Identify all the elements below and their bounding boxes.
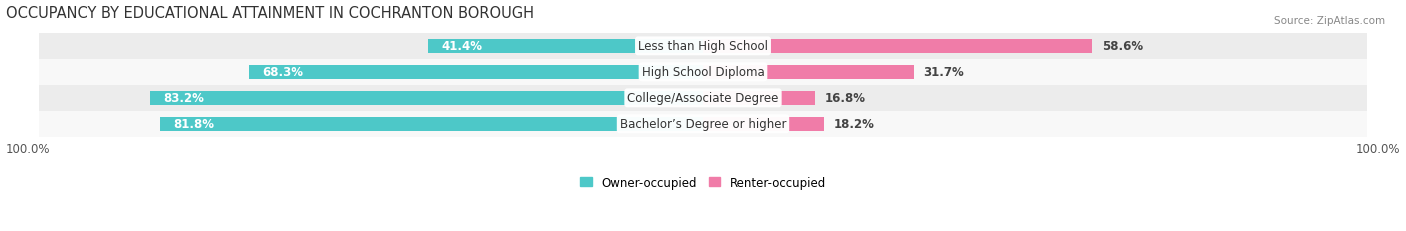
Text: 18.2%: 18.2% [834, 118, 875, 131]
Text: OCCUPANCY BY EDUCATIONAL ATTAINMENT IN COCHRANTON BOROUGH: OCCUPANCY BY EDUCATIONAL ATTAINMENT IN C… [6, 6, 533, 21]
Bar [703, 40, 1092, 53]
Text: High School Diploma: High School Diploma [641, 66, 765, 79]
Text: 68.3%: 68.3% [263, 66, 304, 79]
Legend: Owner-occupied, Renter-occupied: Owner-occupied, Renter-occupied [575, 171, 831, 194]
Text: Bachelor’s Degree or higher: Bachelor’s Degree or higher [620, 118, 786, 131]
Bar [160, 118, 703, 131]
Bar [703, 92, 814, 105]
Text: 100.0%: 100.0% [1355, 142, 1400, 155]
Bar [39, 85, 1367, 111]
Text: Source: ZipAtlas.com: Source: ZipAtlas.com [1274, 16, 1385, 26]
Text: 83.2%: 83.2% [163, 92, 204, 105]
Text: 100.0%: 100.0% [6, 142, 51, 155]
Text: College/Associate Degree: College/Associate Degree [627, 92, 779, 105]
Bar [39, 34, 1367, 60]
Bar [249, 66, 703, 79]
Bar [703, 118, 824, 131]
Bar [427, 40, 703, 53]
Bar [39, 60, 1367, 85]
Text: 58.6%: 58.6% [1102, 40, 1143, 53]
Text: 81.8%: 81.8% [173, 118, 214, 131]
Text: Less than High School: Less than High School [638, 40, 768, 53]
Text: 41.4%: 41.4% [441, 40, 482, 53]
Text: 31.7%: 31.7% [924, 66, 965, 79]
Bar [39, 111, 1367, 137]
Bar [703, 66, 914, 79]
Text: 16.8%: 16.8% [824, 92, 866, 105]
Bar [150, 92, 703, 105]
